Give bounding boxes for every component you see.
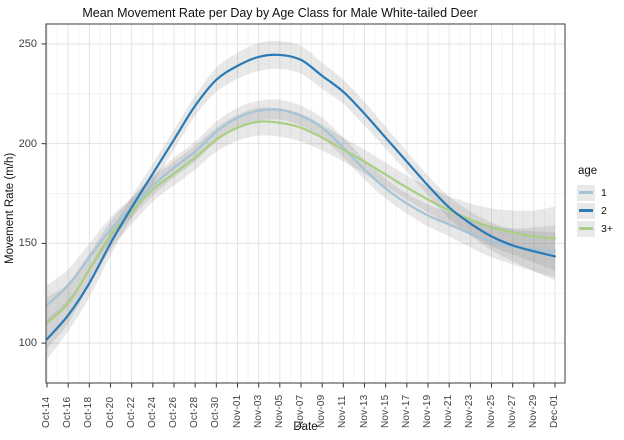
x-tick-label: Nov-19: [422, 394, 433, 428]
x-tick-label: Oct-24: [146, 396, 158, 428]
y-tick-label: 100: [18, 337, 37, 350]
x-tick-label: Nov-27: [506, 394, 518, 428]
x-tick-label: Nov-11: [337, 395, 349, 428]
x-tick-label: Nov-01: [231, 394, 243, 428]
legend-entry: 2: [577, 202, 623, 219]
legend-entry: 1: [577, 184, 623, 201]
x-tick-label: Oct-28: [189, 396, 201, 428]
x-axis-label: Date: [293, 421, 318, 433]
x-tick-label: Nov-23: [464, 394, 476, 428]
x-tick-label: Oct-22: [125, 396, 137, 428]
x-tick-label: Dec-01: [549, 394, 560, 428]
legend-key-swatch: [577, 202, 595, 219]
legend-entry-label: 3+: [601, 222, 613, 235]
trend-line-age-2: [45, 53, 557, 341]
legend-key-swatch: [577, 184, 595, 201]
x-tick-label: Nov-13: [358, 394, 370, 428]
x-tick-label: Nov-05: [273, 394, 285, 428]
x-tick-label: Oct-30: [210, 396, 222, 428]
legend-entries: 1 2 3+: [577, 184, 623, 237]
legend-key-line-icon: [579, 191, 593, 194]
x-tick-label: Oct-18: [83, 396, 95, 428]
x-tick-label: Nov-21: [443, 394, 455, 428]
x-tick-label: Nov-29: [527, 394, 539, 428]
y-tick-label: 200: [18, 137, 37, 150]
y-tick-label: 150: [18, 237, 37, 250]
x-tick-label: Oct-14: [41, 396, 52, 428]
x-tick-label: Oct-26: [168, 396, 179, 428]
x-tick-label: Nov-03: [252, 394, 264, 428]
legend-entry: 3+: [577, 220, 623, 237]
panel-border: [45, 23, 566, 384]
legend-entry-label: 1: [601, 186, 607, 199]
legend: age 1 2 3+: [577, 165, 623, 238]
x-tick-label: Nov-17: [400, 394, 412, 428]
x-tick-label: Nov-15: [379, 394, 391, 428]
y-tick-label: 250: [18, 37, 37, 50]
legend-entry-label: 2: [601, 204, 607, 217]
x-tick-label: Oct-20: [104, 396, 116, 428]
x-tick-label: Oct-16: [62, 396, 74, 428]
x-tick-label: Nov-25: [485, 394, 497, 428]
legend-key-line-icon: [579, 209, 593, 212]
legend-title: age: [578, 165, 598, 177]
trend-line-age-3+: [45, 120, 557, 325]
legend-key-line-icon: [579, 227, 593, 230]
x-tick-label: Nov-09: [316, 394, 328, 428]
legend-key-swatch: [577, 220, 595, 237]
chart-title: Mean Movement Rate per Day by Age Class …: [82, 6, 478, 20]
x-tick-label: Nov-07: [295, 394, 306, 428]
